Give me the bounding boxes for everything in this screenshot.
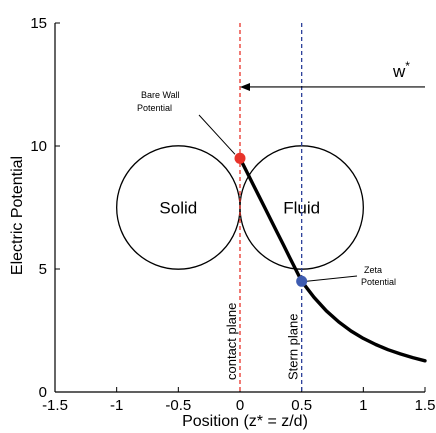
region-label-solid: Solid xyxy=(159,199,197,218)
plane-label-1: Stern plane xyxy=(286,314,301,381)
label-zeta-1: Zeta xyxy=(364,265,382,275)
y-tick-label: 5 xyxy=(39,261,47,278)
markers xyxy=(198,114,358,287)
y-tick-label: 0 xyxy=(39,384,47,401)
label-zeta-2: Potential xyxy=(361,277,396,287)
x-tick-label: -1.5 xyxy=(42,397,68,414)
x-axis-title: Position (z* = z/d) xyxy=(182,413,308,430)
callout-bare-wall xyxy=(198,114,236,155)
circles: Solid Fluid xyxy=(116,145,364,270)
w-star-arrow: w* xyxy=(240,59,425,91)
y-tick-label: 10 xyxy=(30,138,47,155)
marker-bare-wall xyxy=(234,152,246,164)
labels: Bare Wall Potential Zeta Potential xyxy=(137,90,396,287)
plane-label-0: contact plane xyxy=(224,303,239,380)
x-tick-label: 0 xyxy=(236,397,244,414)
callout-zeta xyxy=(306,275,358,282)
x-tick-label: 0.5 xyxy=(291,397,312,414)
w-arrow-head xyxy=(240,82,250,91)
w-star-label: w* xyxy=(392,59,410,81)
y-axis-title: Electric Potential xyxy=(9,156,26,275)
y-tick-label: 15 xyxy=(30,15,47,32)
marker-zeta xyxy=(296,275,308,287)
label-bare-wall-2: Potential xyxy=(137,103,172,113)
label-bare-wall-1: Bare Wall xyxy=(141,90,180,100)
x-tick-label: -1 xyxy=(110,397,123,414)
x-tick-label: -0.5 xyxy=(165,397,191,414)
x-tick-label: 1.5 xyxy=(415,397,436,414)
plane-lines: contact plane Stern plane xyxy=(224,23,303,392)
x-tick-label: 1 xyxy=(359,397,367,414)
axes: -1.5 -1 -0.5 0 0.5 1 1.5 0 5 10 15 Position (z* = z… xyxy=(9,15,435,430)
